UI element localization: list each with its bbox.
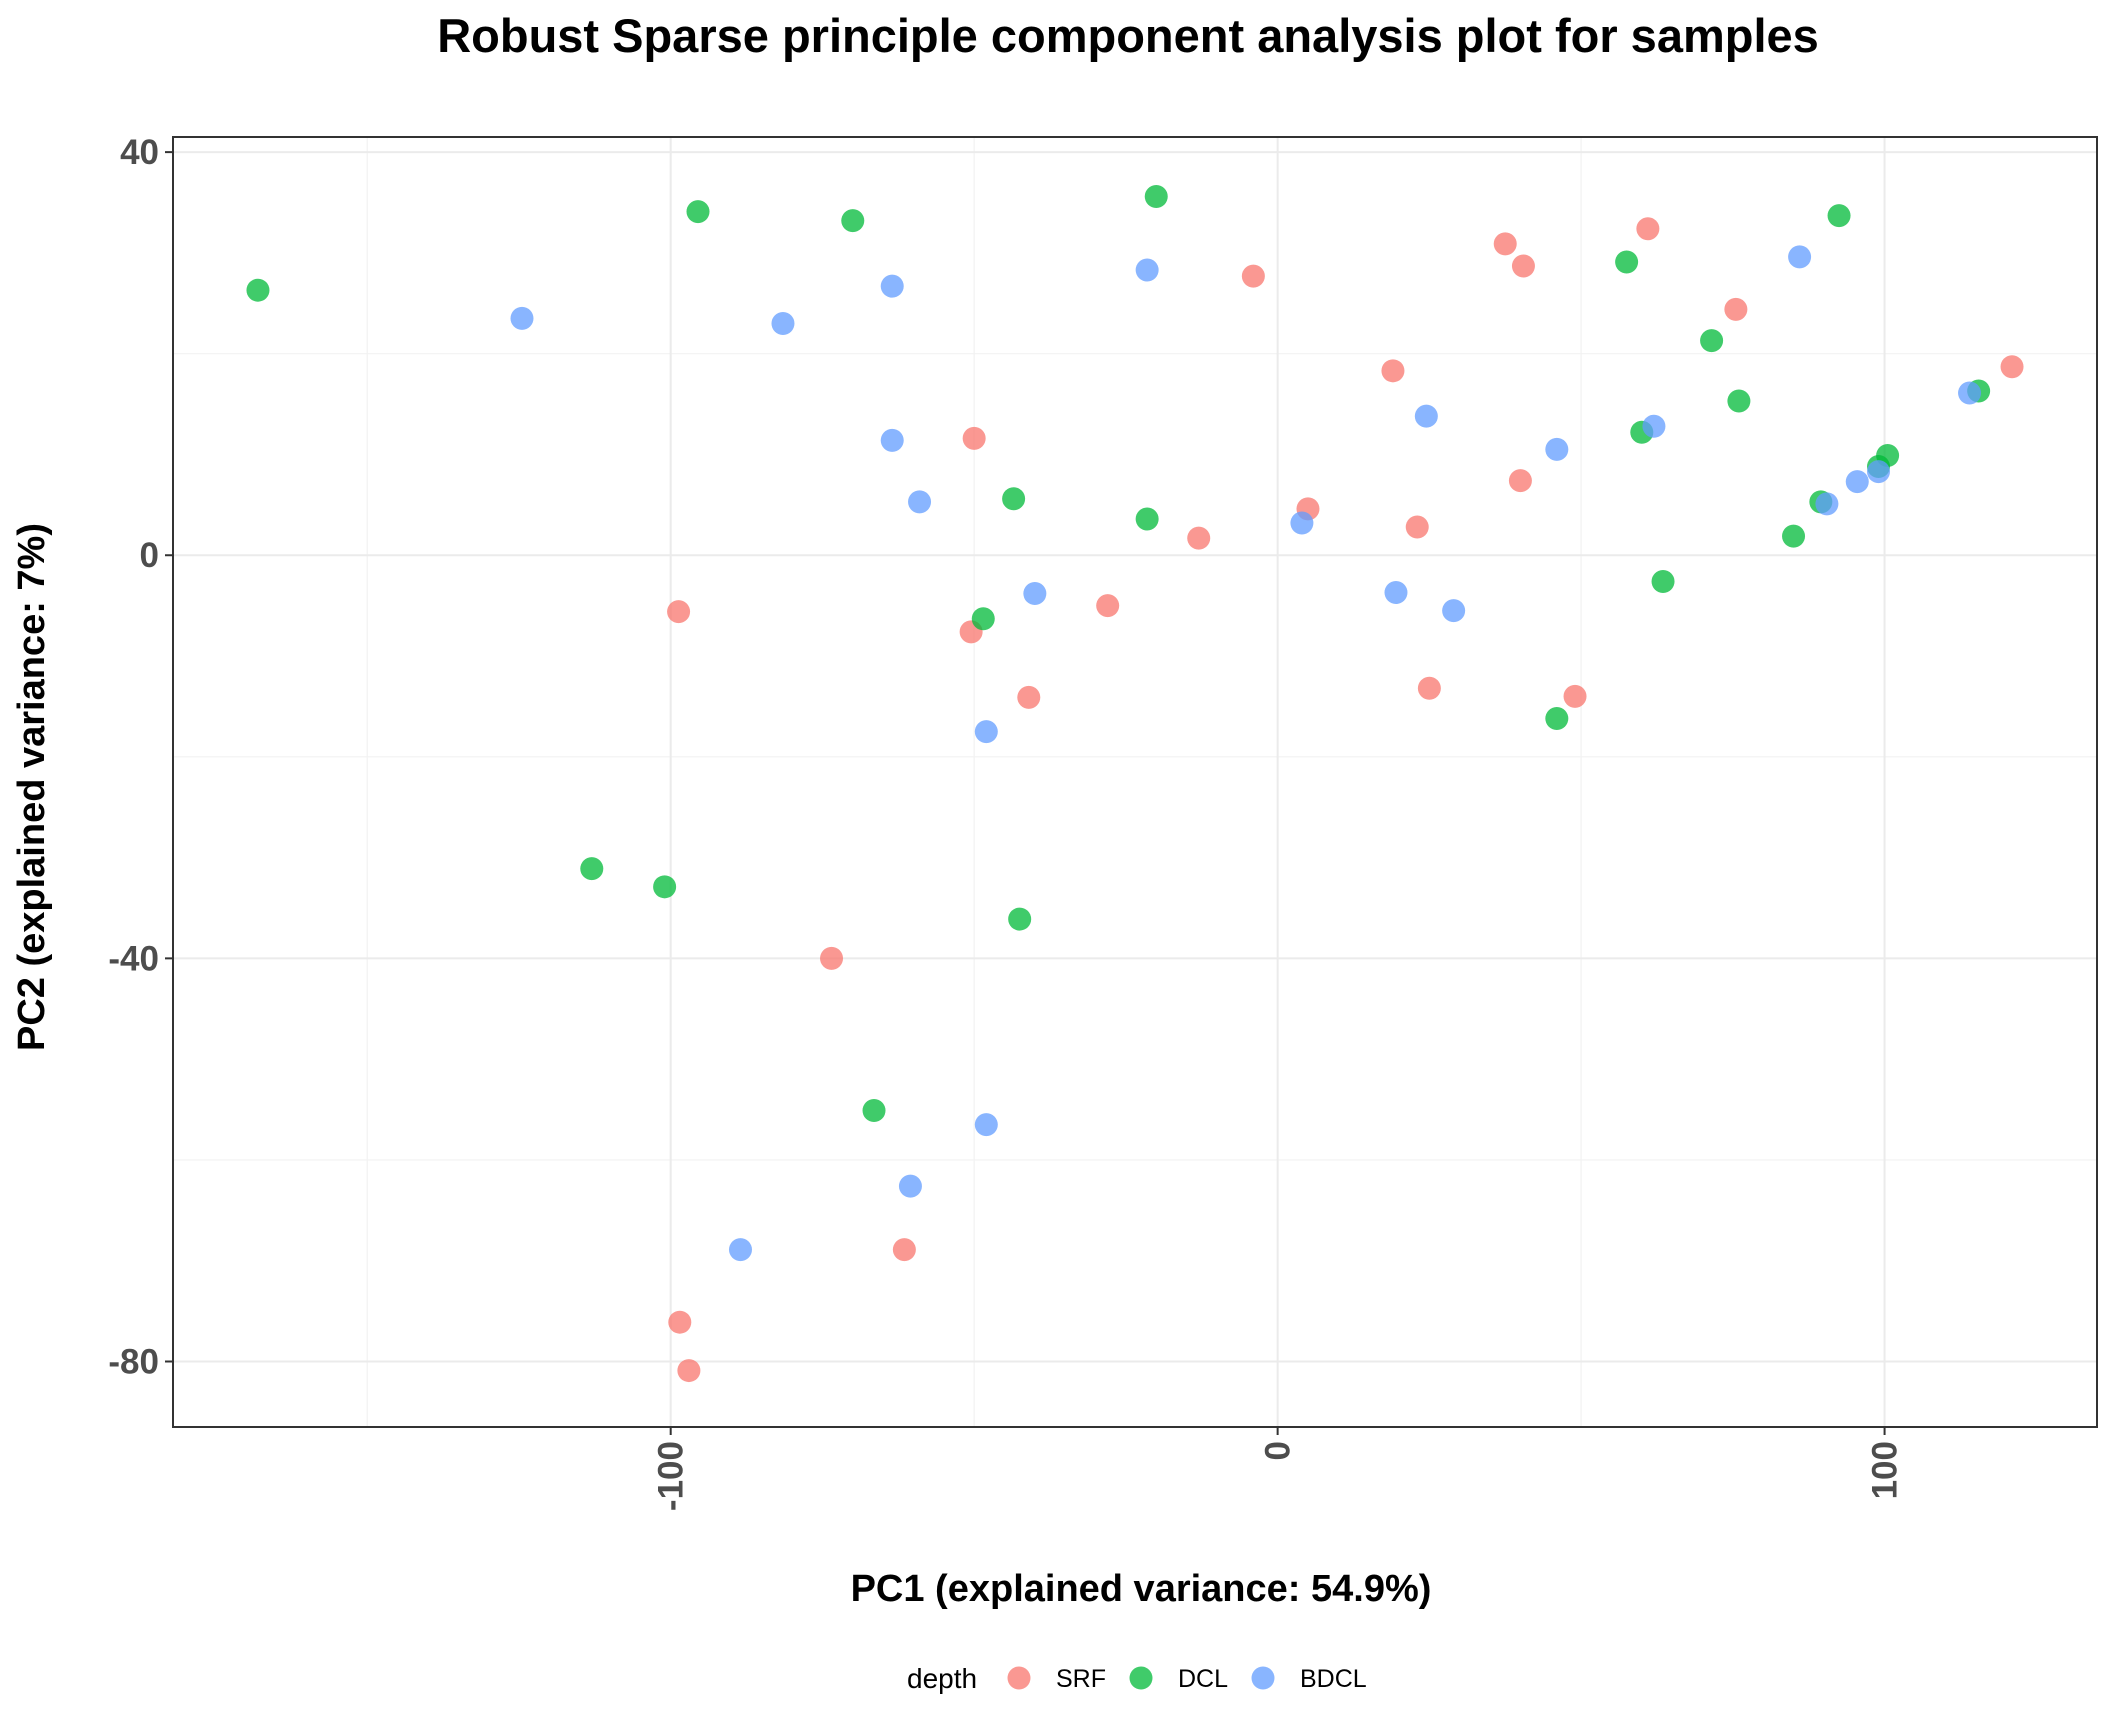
data-point [1545, 437, 1569, 461]
data-point [971, 607, 995, 631]
data-point [1845, 470, 1869, 494]
data-point [1008, 907, 1032, 931]
data-point [1867, 460, 1891, 484]
y-tick-label: -80 [108, 1342, 159, 1381]
grid-lines [173, 137, 2097, 1427]
legend-key [1251, 1666, 1275, 1690]
data-point [1727, 389, 1751, 413]
y-tick-label: 40 [120, 133, 159, 172]
data-point [653, 875, 677, 899]
data-point [1414, 404, 1438, 428]
data-point [1545, 707, 1569, 731]
data-point [1135, 507, 1159, 531]
data-point [1563, 684, 1587, 708]
legend-key [1007, 1666, 1031, 1690]
data-point [1405, 515, 1429, 539]
data-point [841, 209, 865, 233]
x-axis-title: PC1 (explained variance: 54.9%) [851, 1568, 1432, 1610]
data-point [667, 600, 691, 624]
legend-label: BDCL [1300, 1665, 1367, 1693]
data-point [820, 946, 844, 970]
legend-item-srf: SRF [1007, 1665, 1106, 1693]
data-point [1508, 469, 1532, 493]
legend-label: SRF [1056, 1665, 1106, 1693]
x-tick-label: -100 [652, 1441, 691, 1511]
data-point [1023, 582, 1047, 606]
x-tick-label: 100 [1866, 1441, 1905, 1499]
data-point [1642, 414, 1666, 438]
data-point [974, 720, 998, 744]
data-point [580, 857, 604, 881]
legend-items: SRF DCL BDCL [1007, 1665, 1367, 1693]
data-point [1782, 524, 1806, 548]
data-point [677, 1359, 701, 1383]
data-point [1827, 204, 1851, 228]
data-point [2000, 355, 2024, 379]
plot-border [172, 136, 2098, 1428]
legend-key [1129, 1666, 1153, 1690]
y-tick-label: 0 [140, 536, 159, 575]
data-point [1381, 359, 1405, 383]
data-point [1096, 594, 1120, 618]
data-point [1493, 232, 1517, 256]
data-point [1002, 487, 1026, 511]
data-point [962, 426, 986, 450]
data-point [1958, 381, 1982, 405]
data-point [908, 490, 932, 514]
series-srf [667, 217, 2024, 1383]
data-points [246, 184, 2024, 1383]
series-bdcl [510, 245, 1982, 1262]
plot-panel [172, 136, 2098, 1428]
data-point [880, 274, 904, 298]
x-tick-label: 0 [1259, 1441, 1298, 1460]
data-point [1636, 217, 1660, 241]
data-point [1511, 254, 1535, 278]
data-point [974, 1113, 998, 1137]
data-point [246, 278, 270, 302]
data-point [1700, 329, 1724, 353]
data-point [668, 1310, 692, 1334]
data-point [862, 1099, 886, 1123]
legend-title: depth [907, 1663, 977, 1694]
data-point [898, 1174, 922, 1198]
data-point [510, 306, 534, 330]
legend-item-bdcl: BDCL [1251, 1665, 1367, 1693]
data-point [1442, 599, 1466, 623]
y-axis-title: PC2 (explained variance: 7%) [11, 523, 53, 1051]
data-point [1815, 492, 1839, 516]
axis-ticks: -100 0 100 40 0 -40 -80 [108, 133, 1904, 1511]
data-point [1651, 569, 1675, 593]
data-point [1615, 250, 1639, 274]
legend-item-dcl: DCL [1129, 1665, 1228, 1693]
data-point [1417, 676, 1441, 700]
data-point [1788, 245, 1812, 269]
data-point [1724, 297, 1748, 321]
legend: depth SRF DCL BDCL [907, 1663, 1367, 1694]
data-point [1017, 685, 1041, 709]
data-point [728, 1238, 752, 1262]
data-point [686, 200, 710, 224]
data-point [1144, 184, 1168, 208]
data-point [1135, 258, 1159, 282]
data-point [1290, 511, 1314, 535]
chart-title: Robust Sparse principle component analys… [437, 9, 1819, 62]
legend-label: DCL [1178, 1665, 1228, 1693]
plot-background [173, 137, 2097, 1427]
data-point [1241, 264, 1265, 288]
data-point [1384, 581, 1408, 605]
y-tick-label: -40 [108, 939, 159, 978]
data-point [771, 311, 795, 335]
data-point [1187, 526, 1211, 550]
data-point [880, 428, 904, 452]
data-point [892, 1238, 916, 1262]
